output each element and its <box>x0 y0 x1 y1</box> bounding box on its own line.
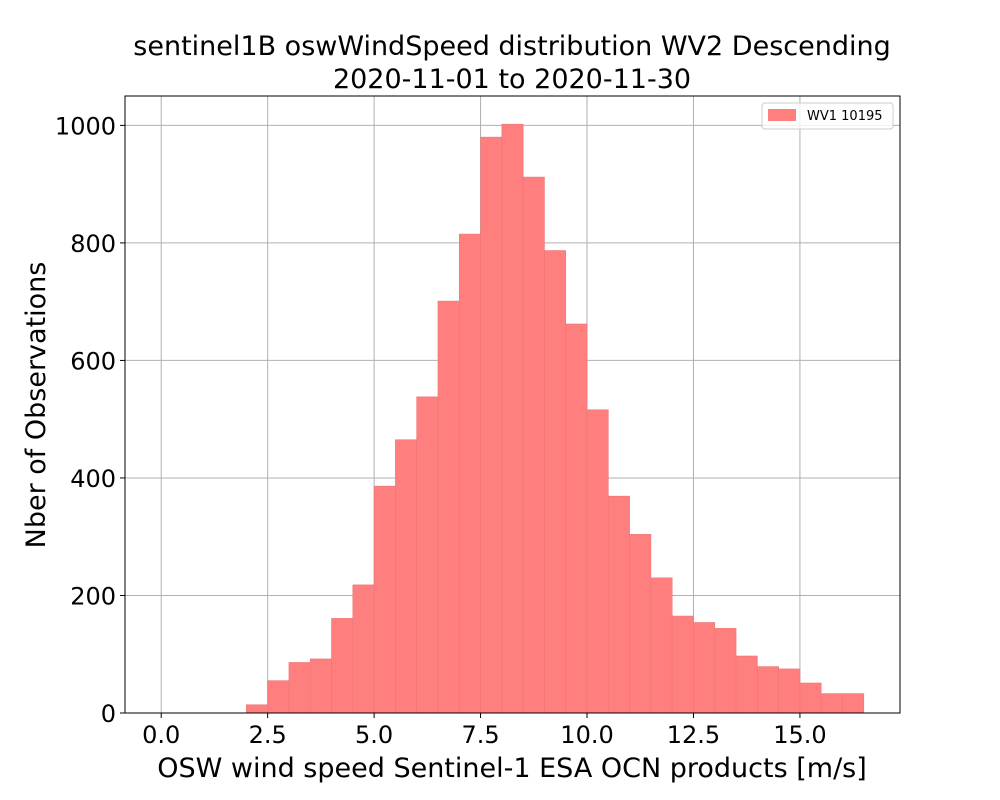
histogram-bar <box>458 233 481 714</box>
legend: WV1 10195 <box>761 102 894 130</box>
histogram-bar <box>714 628 737 714</box>
histogram-bar <box>650 577 673 714</box>
x-axis-label: OSW wind speed Sentinel-1 ESA OCN produc… <box>157 753 867 784</box>
x-tick-label: 12.5 <box>667 721 720 749</box>
y-tick-label: 800 <box>70 230 116 258</box>
histogram-bar <box>544 250 567 714</box>
histogram-bar <box>565 323 588 714</box>
histogram-bar <box>480 136 503 714</box>
y-tick-label: 200 <box>70 582 116 610</box>
chart-subtitle: 2020-11-01 to 2020-11-30 <box>333 64 691 95</box>
histogram-bar <box>820 693 843 714</box>
histogram-bar <box>799 682 822 714</box>
histogram-bar <box>267 680 290 714</box>
y-tick-label: 1000 <box>55 112 116 140</box>
histogram-bar <box>522 176 545 714</box>
legend-label: WV1 10195 <box>807 109 883 124</box>
y-tick-label: 0 <box>101 700 116 728</box>
histogram-bar <box>778 668 801 714</box>
histogram-bar <box>416 396 439 714</box>
histogram-bar <box>735 655 758 714</box>
plot-frame <box>124 95 901 714</box>
histogram-bar <box>352 584 375 714</box>
x-tick-label: 2.5 <box>249 721 287 749</box>
ticks: 0.0 2.5 5.0 7.5 10.0 12.5 15.0 0 200 400 600 800 100… <box>55 112 827 749</box>
y-tick-label: 400 <box>70 465 116 493</box>
legend-swatch <box>768 109 796 121</box>
y-tick-label: 600 <box>70 347 116 375</box>
histogram-bar <box>629 534 652 714</box>
histogram-bar <box>309 658 332 714</box>
x-tick-label: 5.0 <box>355 721 393 749</box>
y-axis-label: Nber of Observations <box>21 262 52 549</box>
bars <box>246 123 865 714</box>
histogram-bar <box>842 693 865 714</box>
chart-title: sentinel1B oswWindSpeed distribution WV2… <box>133 31 890 62</box>
histogram-bar <box>671 615 694 714</box>
histogram-bar <box>586 409 609 714</box>
x-tick-label: 15.0 <box>773 721 826 749</box>
histogram-bar <box>693 622 716 714</box>
histogram-bar <box>288 662 311 714</box>
histogram-bar <box>331 618 354 714</box>
histogram-bar <box>757 666 779 714</box>
x-tick-label: 10.0 <box>560 721 613 749</box>
histogram-bar <box>501 123 524 714</box>
histogram-bar <box>608 495 630 714</box>
histogram-bar <box>437 300 460 714</box>
x-tick-label: 0.0 <box>142 721 180 749</box>
histogram-bar <box>246 704 268 714</box>
histogram-bar <box>373 485 396 714</box>
x-tick-label: 7.5 <box>461 721 499 749</box>
histogram-bar <box>395 439 417 714</box>
